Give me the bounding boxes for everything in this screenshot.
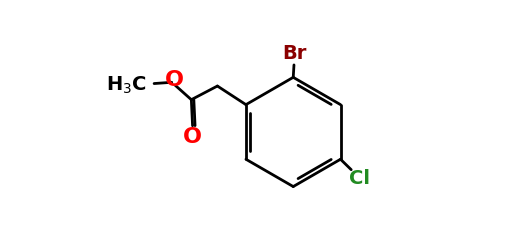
Text: O: O — [183, 127, 202, 146]
Text: Cl: Cl — [349, 168, 370, 187]
Text: O: O — [165, 70, 184, 90]
Text: Br: Br — [282, 44, 307, 63]
Text: H$_3$C: H$_3$C — [106, 74, 146, 95]
